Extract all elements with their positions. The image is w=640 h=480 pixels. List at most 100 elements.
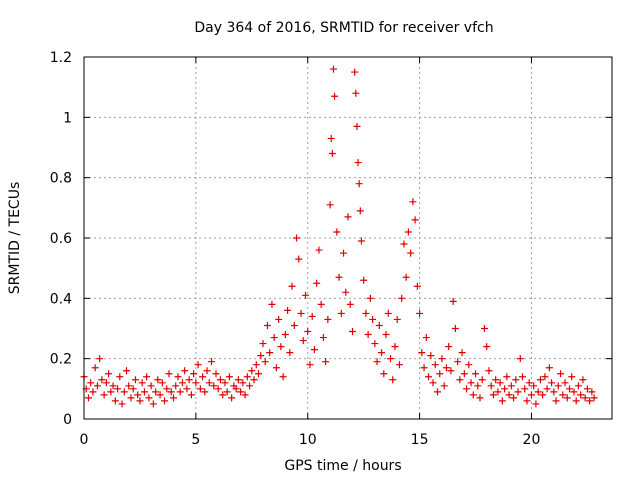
data-point-marker	[505, 391, 513, 399]
y-tick-label: 0.8	[50, 171, 72, 187]
data-point-marker	[293, 234, 301, 242]
data-point-marker	[322, 358, 330, 366]
data-point-marker	[411, 216, 419, 224]
data-point-marker	[286, 349, 294, 357]
data-point-marker	[304, 328, 312, 336]
data-point-marker	[512, 376, 520, 384]
data-point-marker	[327, 134, 335, 142]
data-point-marker	[583, 385, 591, 393]
data-point-marker	[129, 385, 137, 393]
data-point-marker	[346, 300, 354, 308]
data-point-marker	[463, 385, 471, 393]
data-point-marker	[317, 300, 325, 308]
data-point-marker	[268, 300, 276, 308]
data-point-marker	[275, 315, 283, 323]
data-point-marker	[574, 382, 582, 390]
data-point-marker	[565, 385, 573, 393]
data-point-marker	[382, 331, 390, 339]
data-point-marker	[498, 397, 506, 405]
data-point-marker	[284, 306, 292, 314]
data-point-marker	[116, 373, 124, 381]
data-point-marker	[395, 361, 403, 369]
data-point-marker	[252, 361, 260, 369]
data-point-marker	[91, 364, 99, 372]
data-point-marker	[259, 340, 267, 348]
data-point-marker	[134, 391, 142, 399]
data-point-marker	[111, 397, 119, 405]
data-point-marker	[105, 370, 113, 378]
data-point-marker	[371, 340, 379, 348]
data-point-marker	[149, 400, 157, 408]
data-point-marker	[516, 355, 524, 363]
data-point-marker	[360, 276, 368, 284]
data-point-marker	[352, 89, 360, 97]
data-point-marker	[554, 382, 562, 390]
data-point-marker	[375, 321, 383, 329]
data-point-marker	[586, 397, 594, 405]
data-point-marker	[536, 376, 544, 384]
data-point-marker	[297, 309, 305, 317]
data-point-marker	[178, 379, 186, 387]
data-point-marker	[223, 388, 231, 396]
data-point-marker	[438, 355, 446, 363]
data-point-marker	[313, 279, 321, 287]
data-point-marker	[138, 379, 146, 387]
data-point-marker	[100, 391, 108, 399]
data-point-marker	[199, 373, 207, 381]
data-point-marker	[342, 288, 350, 296]
data-point-marker	[219, 391, 227, 399]
data-point-marker	[378, 349, 386, 357]
data-point-marker	[315, 246, 323, 254]
data-point-marker	[152, 388, 160, 396]
data-point-marker	[266, 349, 274, 357]
data-point-marker	[570, 388, 578, 396]
data-point-marker	[487, 382, 495, 390]
data-point-marker	[552, 397, 560, 405]
data-point-marker	[527, 391, 535, 399]
data-point-marker	[241, 391, 249, 399]
data-point-marker	[364, 331, 372, 339]
y-tick-label: 1	[63, 110, 72, 126]
data-point-marker	[165, 370, 173, 378]
data-point-marker	[545, 364, 553, 372]
data-point-marker	[147, 382, 155, 390]
data-point-marker	[125, 382, 133, 390]
data-point-marker	[288, 282, 296, 290]
data-point-marker	[501, 385, 509, 393]
x-tick-label: 0	[80, 432, 89, 448]
data-point-marker	[328, 150, 336, 158]
data-point-marker	[354, 159, 362, 167]
data-point-marker	[534, 388, 542, 396]
data-point-marker	[281, 331, 289, 339]
data-point-marker	[559, 391, 567, 399]
data-point-marker	[340, 249, 348, 257]
data-point-marker	[590, 394, 598, 402]
data-point-marker	[541, 373, 549, 381]
data-points	[80, 65, 598, 408]
data-point-marker	[310, 346, 318, 354]
data-point-marker	[393, 315, 401, 323]
data-point-marker	[337, 309, 345, 317]
data-point-marker	[400, 240, 408, 248]
data-point-marker	[356, 207, 364, 215]
data-point-marker	[351, 68, 359, 76]
data-point-marker	[357, 237, 365, 245]
data-point-marker	[391, 343, 399, 351]
data-point-marker	[201, 388, 209, 396]
data-point-marker	[436, 370, 444, 378]
data-point-marker	[331, 92, 339, 100]
data-point-marker	[369, 315, 377, 323]
data-point-marker	[492, 376, 500, 384]
data-point-marker	[194, 361, 202, 369]
data-point-marker	[156, 391, 164, 399]
data-point-marker	[232, 385, 240, 393]
data-point-marker	[84, 394, 92, 402]
data-point-marker	[449, 297, 457, 305]
data-point-marker	[131, 376, 139, 384]
data-point-marker	[136, 397, 144, 405]
data-point-marker	[458, 349, 466, 357]
data-point-marker	[306, 361, 314, 369]
data-point-marker	[225, 373, 233, 381]
data-point-marker	[172, 382, 180, 390]
data-point-marker	[299, 337, 307, 345]
